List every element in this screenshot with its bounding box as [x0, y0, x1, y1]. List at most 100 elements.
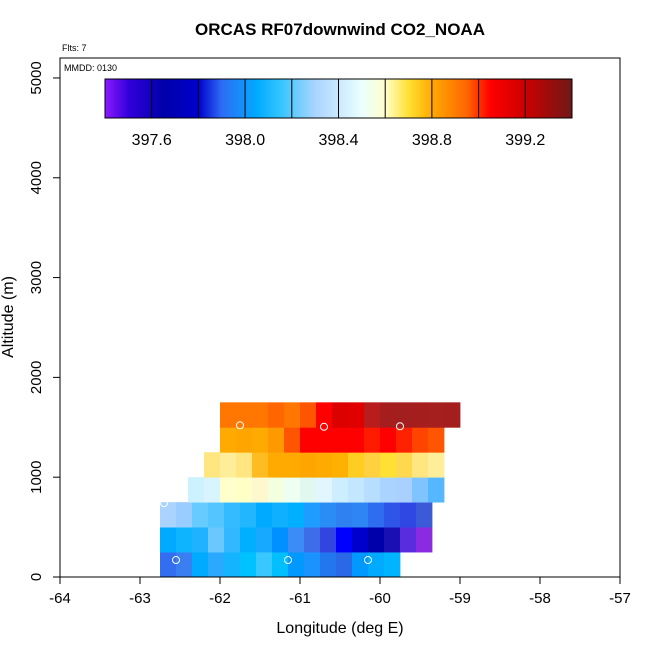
heatmap-cell [320, 552, 337, 578]
heatmap-cell [428, 477, 445, 503]
heatmap-cell [160, 527, 177, 553]
date-info: MMDD: 0130 [64, 63, 117, 73]
heatmap-cell [428, 452, 445, 478]
heatmap-cell [268, 427, 285, 453]
heatmap-cell [192, 502, 209, 528]
heatmap-cell [208, 527, 225, 553]
heatmap-cell [208, 502, 225, 528]
heatmap-cell [236, 477, 253, 503]
heatmap-cell [192, 552, 209, 578]
heatmap-cell [224, 552, 241, 578]
sample-marker [396, 422, 404, 431]
heatmap-cell [336, 527, 353, 553]
y-axis-label: Altitude (m) [0, 276, 17, 358]
y-tick-label: 4000 [28, 161, 45, 194]
heatmap-cell [240, 552, 257, 578]
heatmap-cell [336, 502, 353, 528]
heatmap-cell [220, 452, 237, 478]
heatmap-cell [320, 502, 337, 528]
y-tick-label: 0 [28, 573, 45, 581]
heatmap-cell [288, 527, 305, 553]
heatmap-cell [300, 427, 317, 453]
heatmap-cell [236, 452, 253, 478]
heatmap-cell [364, 402, 381, 428]
heatmap-cell [368, 552, 385, 578]
heatmap-cell [188, 477, 205, 503]
heatmap-cell [256, 502, 273, 528]
heatmap-cell [412, 402, 429, 428]
heatmap-cell [304, 502, 321, 528]
heatmap-cell [160, 502, 177, 528]
heatmap-cell [332, 402, 349, 428]
heatmap-cell [444, 402, 461, 428]
heatmap-cell [252, 427, 269, 453]
heatmap-cell [316, 452, 333, 478]
heatmap-cell [176, 527, 193, 553]
x-tick-label: -59 [449, 590, 471, 607]
heatmap-cell [412, 427, 429, 453]
heatmap-cell [416, 527, 433, 553]
heatmap-cell [284, 427, 301, 453]
heatmap-cell [400, 502, 417, 528]
heatmap-cell [252, 402, 269, 428]
sample-marker [320, 422, 328, 431]
heatmap-cell [332, 427, 349, 453]
heatmap-cell [428, 402, 445, 428]
x-tick-label: -60 [369, 590, 391, 607]
heatmap-cell [304, 552, 321, 578]
heatmap-cell [352, 552, 369, 578]
heatmap-cell [284, 402, 301, 428]
heatmap-cell [160, 552, 177, 578]
heatmap-cell [348, 402, 365, 428]
heatmap-cell [300, 452, 317, 478]
heatmap-cell [224, 527, 241, 553]
heatmap-cell [348, 477, 365, 503]
heatmap-cell [268, 452, 285, 478]
heatmap-cell [400, 527, 417, 553]
heatmap-cell [252, 477, 269, 503]
heatmap-cell [380, 452, 397, 478]
heatmap-cell [192, 527, 209, 553]
heatmap-cell [176, 552, 193, 578]
sample-marker [364, 556, 372, 565]
sample-marker [284, 556, 292, 565]
y-tick-label: 3000 [28, 261, 45, 294]
x-tick-label: -64 [49, 590, 71, 607]
heatmap-cell [380, 402, 397, 428]
heatmap-cell [396, 427, 413, 453]
heatmap-cell [272, 552, 289, 578]
heatmap-cell [364, 427, 381, 453]
heatmap-cell [316, 427, 333, 453]
heatmap-cell [204, 477, 221, 503]
y-tick-label: 5000 [28, 61, 45, 94]
colorbar-frame [104, 78, 573, 119]
heatmap-cell [272, 527, 289, 553]
heatmap-cell [268, 402, 285, 428]
heatmap-cell [336, 552, 353, 578]
heatmap-cell [316, 402, 333, 428]
heatmap-cell [204, 452, 221, 478]
x-tick-label: -63 [129, 590, 151, 607]
heatmap-cell [396, 402, 413, 428]
sample-markers [160, 421, 520, 565]
heatmap-cell [240, 502, 257, 528]
heatmap-cell [428, 427, 445, 453]
x-tick-label: -62 [209, 590, 231, 607]
heatmap-cell [380, 427, 397, 453]
heatmap-cell [384, 527, 401, 553]
heatmap-cell [268, 477, 285, 503]
sample-marker [512, 542, 520, 551]
colorbar: 397.6 398.0 398.4 398.8 399.2 [104, 78, 573, 149]
heatmap-cell [368, 527, 385, 553]
sample-marker [476, 421, 484, 430]
heatmap-cell [220, 427, 237, 453]
y-tick-label: 1000 [28, 461, 45, 494]
heatmap-cell [236, 427, 253, 453]
heatmap-cell [284, 477, 301, 503]
x-tick-label: -57 [609, 590, 631, 607]
heatmap-cell [364, 477, 381, 503]
x-tick-label: -58 [529, 590, 551, 607]
heatmap-cell [208, 552, 225, 578]
heatmap-cell [384, 552, 401, 578]
